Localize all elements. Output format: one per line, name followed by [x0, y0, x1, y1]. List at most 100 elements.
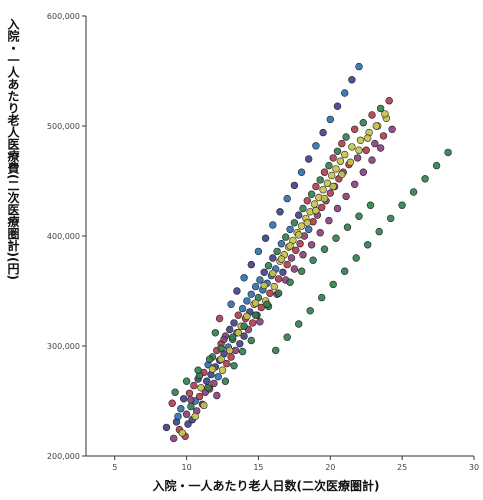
- data-point: [432, 161, 441, 170]
- data-point: [379, 132, 388, 140]
- data-point: [214, 373, 222, 381]
- data-point: [203, 377, 211, 385]
- data-point: [316, 229, 324, 237]
- data-point: [226, 325, 234, 334]
- data-point: [333, 147, 342, 156]
- data-point: [332, 234, 340, 242]
- data-point: [421, 175, 429, 183]
- data-point: [238, 347, 247, 356]
- data-point: [227, 353, 235, 361]
- data-point: [234, 311, 243, 319]
- data-point: [366, 201, 375, 209]
- data-point: [307, 190, 316, 198]
- data-point: [305, 225, 313, 234]
- data-point: [277, 255, 286, 263]
- data-point: [341, 89, 349, 97]
- x-tick-label: 10: [181, 463, 191, 472]
- data-point: [260, 268, 268, 276]
- data-point: [274, 289, 283, 297]
- data-point: [318, 293, 326, 302]
- data-point: [247, 290, 256, 298]
- data-point: [329, 182, 337, 191]
- data-point: [272, 346, 280, 355]
- data-point: [208, 365, 217, 373]
- data-point: [310, 200, 319, 208]
- data-point: [368, 111, 376, 119]
- data-point: [217, 355, 225, 363]
- data-point: [251, 311, 260, 319]
- data-point: [270, 282, 278, 291]
- data-point: [325, 216, 333, 225]
- data-point: [195, 392, 204, 401]
- data-point: [316, 176, 324, 184]
- data-point: [174, 412, 182, 421]
- data-point: [320, 194, 329, 203]
- data-point: [226, 346, 234, 355]
- data-point: [362, 146, 370, 154]
- data-point: [295, 231, 303, 239]
- data-point: [178, 429, 187, 437]
- data-point: [444, 148, 452, 157]
- data-point: [303, 197, 311, 205]
- y-axis-title: 入院・一人あたり老人医療費(二次医療圏計)(円): [6, 18, 20, 280]
- data-point: [371, 139, 379, 148]
- data-point: [306, 307, 314, 315]
- data-point: [240, 322, 248, 330]
- data-point: [299, 251, 307, 259]
- data-point: [296, 240, 304, 248]
- data-point: [286, 242, 294, 250]
- data-point: [251, 282, 260, 291]
- data-point: [326, 115, 334, 124]
- data-point: [351, 180, 359, 189]
- data-point: [341, 267, 349, 275]
- data-point: [312, 182, 320, 191]
- data-point: [190, 381, 198, 390]
- data-point: [215, 314, 224, 323]
- data-point: [230, 319, 238, 327]
- data-point: [247, 260, 256, 269]
- data-point: [184, 420, 192, 428]
- data-point: [277, 240, 286, 248]
- data-point: [333, 102, 342, 110]
- data-point: [329, 280, 337, 289]
- data-point: [290, 265, 299, 273]
- data-point: [185, 389, 194, 397]
- data-point: [323, 179, 332, 187]
- data-point: [264, 262, 273, 270]
- data-point: [194, 366, 202, 374]
- data-point: [182, 377, 191, 385]
- data-point: [295, 320, 303, 328]
- data-point: [297, 222, 306, 230]
- data-point: [388, 125, 396, 134]
- data-point: [210, 379, 218, 388]
- x-tick-label: 20: [325, 463, 335, 472]
- data-point: [356, 136, 365, 145]
- data-point: [282, 233, 290, 241]
- data-point: [236, 340, 244, 348]
- data-point: [387, 214, 395, 223]
- data-point: [338, 139, 346, 148]
- data-point: [355, 62, 363, 71]
- data-point: [348, 76, 356, 84]
- data-point: [256, 318, 264, 326]
- data-point: [287, 254, 296, 262]
- data-point: [279, 268, 287, 276]
- data-point: [182, 410, 191, 418]
- data-point: [211, 329, 220, 337]
- x-tick-label: 30: [469, 463, 479, 472]
- data-point: [385, 96, 393, 105]
- data-point: [286, 278, 294, 286]
- data-point: [234, 329, 243, 337]
- data-point: [283, 260, 291, 269]
- data-point: [398, 201, 406, 209]
- data-point: [263, 300, 271, 308]
- data-point: [375, 227, 383, 236]
- data-point: [170, 434, 178, 443]
- data-point: [290, 219, 299, 227]
- data-point: [223, 359, 231, 368]
- data-point: [230, 362, 238, 370]
- data-point: [355, 212, 363, 220]
- data-point: [341, 150, 349, 159]
- data-point: [290, 181, 299, 190]
